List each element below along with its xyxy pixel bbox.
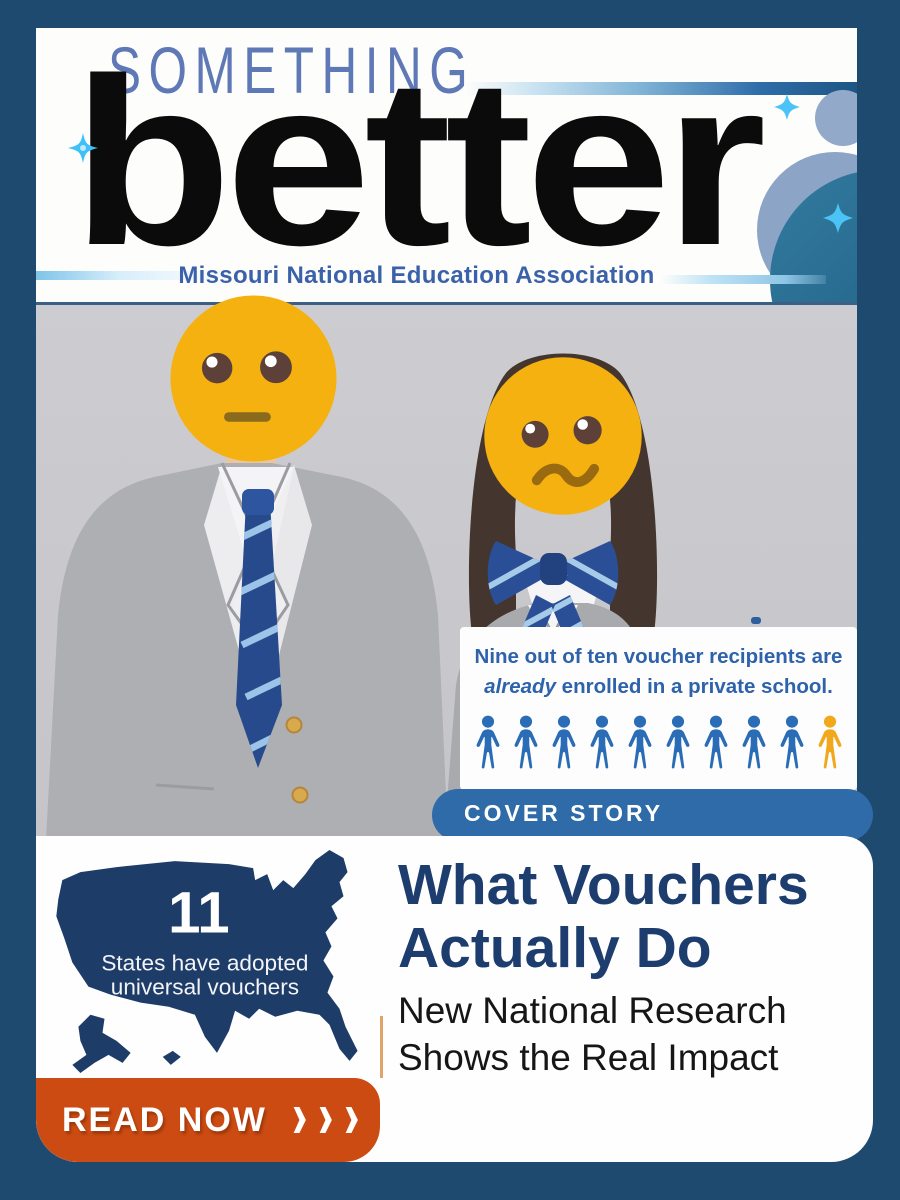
stat-callout: Nine out of ten voucher recipients are a…	[460, 627, 857, 790]
emoji-mouth	[224, 412, 271, 422]
chevron-right-icon	[345, 1107, 358, 1133]
story-panel: 11 States have adopted universal voucher…	[36, 836, 873, 1162]
cropped-text-dot	[751, 617, 761, 624]
emoji-eyes	[521, 416, 602, 448]
stat-pictograph	[460, 713, 857, 775]
map-callout: 11 States have adopted universal voucher…	[44, 844, 400, 1080]
figure-head-circle	[815, 90, 857, 146]
read-now-button[interactable]: READ NOW	[36, 1078, 380, 1162]
person-icon	[590, 716, 613, 769]
emoji-eyes	[201, 351, 292, 384]
person-icon	[628, 716, 651, 769]
accent-divider-line	[380, 1016, 383, 1078]
header-divider	[36, 302, 857, 305]
map-number: 11	[168, 880, 230, 945]
headline-line-1: What Vouchers	[398, 853, 809, 917]
stat-line-1: Nine out of ten voucher recipients are	[474, 645, 843, 668]
person-icon	[514, 716, 537, 769]
cover-story-badge: COVER STORY	[432, 789, 873, 841]
person-icon	[818, 716, 841, 769]
alaska-shape	[72, 1014, 131, 1073]
neutral-face-emoji	[170, 295, 337, 462]
story-headline: What Vouchers Actually Do	[398, 854, 809, 979]
read-now-label: READ NOW	[62, 1100, 267, 1139]
organization-name: Missouri National Education Association	[178, 262, 655, 289]
sparkle-icon	[68, 133, 98, 163]
map-caption-line-2: universal vouchers	[111, 975, 299, 1000]
chevron-right-icon	[293, 1107, 306, 1133]
decorative-person-figure	[757, 90, 857, 303]
person-icon	[704, 716, 727, 769]
gradient-stripe-top	[466, 82, 857, 95]
sparkle-icon	[823, 203, 853, 233]
confused-face-emoji	[484, 357, 642, 515]
left-student	[46, 433, 448, 840]
us-map-icon: 11 States have adopted universal voucher…	[56, 850, 358, 1073]
hawaii-shape	[162, 1050, 181, 1065]
person-icon	[666, 716, 689, 769]
masthead: SOMETHING better Missouri National Educa…	[36, 28, 857, 303]
chevron-right-icon	[319, 1107, 332, 1133]
headline-line-2: Actually Do	[398, 915, 712, 980]
cover-story-label: COVER STORY	[464, 799, 664, 826]
person-icon	[742, 716, 765, 769]
gradient-stripe-right	[661, 275, 826, 284]
map-caption-line-1: States have adopted	[101, 951, 308, 976]
chevron-right-icons	[289, 1107, 358, 1133]
figure-overlap-circle	[770, 172, 857, 303]
subhead-line-2: Shows the Real Impact	[398, 1036, 779, 1078]
masthead-kicker: SOMETHING	[108, 33, 476, 107]
story-subhead: New National Research Shows the Real Imp…	[398, 988, 787, 1082]
jacket-button	[291, 786, 309, 804]
person-icon	[780, 716, 803, 769]
person-icon	[552, 716, 575, 769]
masthead-title: better	[72, 30, 766, 295]
person-icon	[476, 716, 499, 769]
gradient-stripe-left	[36, 271, 221, 280]
subhead-line-1: New National Research	[398, 990, 787, 1031]
jacket-button	[285, 716, 303, 734]
sparkle-icon	[774, 94, 800, 120]
emoji-mouth	[531, 463, 600, 487]
stat-line-2: already enrolled in a private school.	[484, 674, 833, 698]
